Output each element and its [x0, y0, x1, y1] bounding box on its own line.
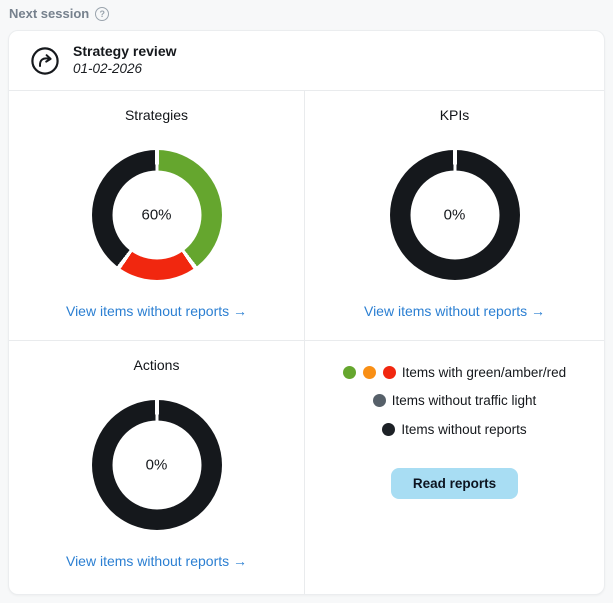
kpis-percent-label: 0% [443, 206, 466, 224]
strategies-percent-label: 60% [141, 206, 172, 224]
strategies-panel: Strategies 60% View items without report… [9, 91, 305, 341]
session-arrow-icon [29, 45, 61, 77]
help-icon[interactable]: ? [95, 6, 110, 21]
kpis-donut-hole: 0% [410, 170, 499, 260]
kpis-title: KPIs [439, 107, 470, 123]
session-card-texts: Strategy review 01-02-2026 [73, 43, 177, 77]
kpis-view-items-link[interactable]: View items without reports → [363, 303, 546, 319]
legend-row-no-reports: Items without reports [382, 415, 527, 444]
strategies-donut-hole: 60% [112, 170, 201, 260]
session-card[interactable]: Strategy review 01-02-2026 [9, 31, 604, 91]
actions-view-items-link[interactable]: View items without reports → [65, 553, 248, 569]
legend-label-no-traffic-light: Items without traffic light [391, 393, 537, 409]
kpis-panel: KPIs 0% View items without reports → [305, 91, 604, 341]
kpis-donut-chart: 0% [389, 150, 520, 280]
read-reports-button[interactable]: Read reports [390, 467, 519, 499]
strategies-title: Strategies [124, 107, 189, 123]
next-session-label: Next session ? [9, 6, 110, 21]
traffic-light-dots-icon [342, 365, 396, 379]
actions-panel: Actions 0% View items without reports → [9, 341, 305, 594]
gray-dot-icon [372, 394, 386, 408]
actions-donut-chart: 0% [91, 400, 222, 530]
strategies-donut-chart: 60% [91, 150, 222, 280]
actions-percent-label: 0% [145, 456, 168, 474]
dashboard-grid: Strategies 60% View items without report… [9, 91, 604, 594]
legend-label-no-reports: Items without reports [401, 421, 527, 437]
next-session-text: Next session [9, 6, 90, 21]
legend-label-traffic-lights: Items with green/amber/red [401, 364, 567, 380]
actions-donut-hole: 0% [112, 420, 201, 510]
legend-panel: Items with green/amber/red Items without… [305, 341, 604, 594]
session-date: 01-02-2026 [73, 60, 143, 76]
legend-row-no-traffic-light: Items without traffic light [372, 387, 537, 416]
strategies-view-items-link[interactable]: View items without reports → [65, 303, 248, 319]
black-dot-icon [382, 422, 396, 436]
session-title: Strategy review [73, 43, 177, 60]
legend-row-traffic-lights: Items with green/amber/red [342, 358, 567, 387]
next-session-card: Strategy review 01-02-2026 Strategies 60… [8, 30, 605, 595]
actions-title: Actions [133, 357, 180, 373]
